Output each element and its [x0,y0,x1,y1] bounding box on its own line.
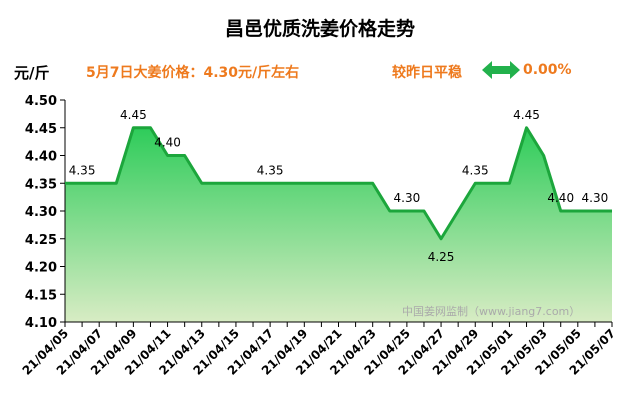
watermark: 中国姜网监制（www.jiang7.com） [402,304,580,318]
y-tick-label: 4.45 [25,122,57,137]
data-label: 4.45 [513,108,540,122]
y-tick-label: 4.35 [25,177,57,192]
data-label: 4.35 [69,163,96,177]
data-label: 4.40 [154,136,181,150]
double-arrow-icon [482,61,520,79]
y-tick-label: 4.30 [25,205,57,220]
data-label: 4.45 [120,108,147,122]
data-label: 4.35 [462,163,489,177]
y-tick-label: 4.50 [25,94,57,109]
data-label: 4.30 [394,191,421,205]
y-tick-label: 4.15 [25,288,57,303]
y-axis-unit-label: 元/斤 [14,64,50,82]
y-tick-label: 4.25 [25,233,57,248]
compare-value: 0.00% [523,62,572,78]
y-tick-label: 4.10 [25,316,57,331]
y-tick-label: 4.20 [25,261,57,276]
data-label: 4.35 [257,163,284,177]
data-label: 4.40 [547,191,574,205]
data-label: 4.30 [582,191,609,205]
chart-title: 昌邑优质洗姜价格走势 [224,18,415,40]
data-label: 4.25 [428,250,455,264]
price-note: 5月7日大姜价格：4.30元/斤左右 [86,65,300,81]
y-tick-label: 4.40 [25,150,57,165]
area-fill [65,127,612,322]
compare-label: 较昨日平稳 [392,65,462,81]
